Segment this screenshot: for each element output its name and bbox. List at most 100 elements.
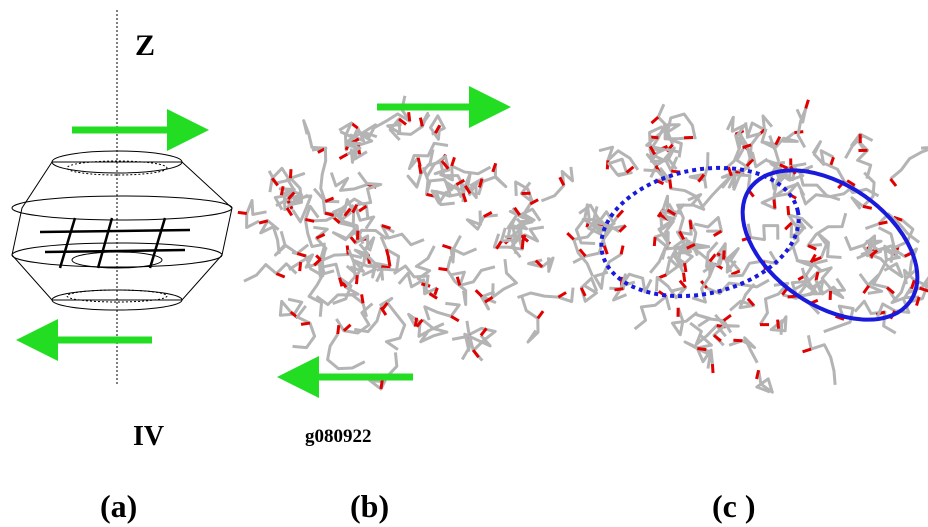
- oxygen-bond: [476, 290, 482, 296]
- oxygen-bond: [297, 253, 306, 256]
- oxygen-bond: [879, 222, 888, 224]
- bond: [244, 264, 296, 281]
- oxygen-bond: [731, 271, 739, 274]
- oxygen-bond: [276, 274, 284, 277]
- bond: [762, 129, 779, 162]
- bond: [289, 255, 320, 278]
- oxygen-bond: [788, 206, 789, 215]
- bond: [694, 217, 721, 231]
- oxygen-bond: [697, 349, 706, 350]
- barrel: [12, 151, 232, 310]
- bond: [707, 280, 769, 293]
- figure: Z IV (a) g080922 (b): [0, 0, 928, 527]
- oxygen-bond: [863, 206, 872, 208]
- oxygen-bond: [316, 234, 324, 238]
- bond: [522, 297, 538, 342]
- structure-label: IV: [133, 421, 164, 452]
- oxygen-bond: [522, 240, 523, 249]
- bond: [370, 352, 397, 389]
- oxygen-bond: [651, 117, 658, 123]
- oxygen-bond: [452, 157, 455, 166]
- oxygen-bond: [607, 160, 608, 169]
- oxygen-bond: [290, 169, 291, 178]
- oxygen-bond: [712, 364, 713, 373]
- panel-c: (c ): [567, 100, 928, 524]
- oxygen-bond: [567, 233, 573, 239]
- bond: [321, 147, 340, 202]
- oxygen-bond: [300, 262, 301, 271]
- oxygen-bond: [684, 273, 685, 282]
- oxygen-bond: [891, 179, 897, 186]
- caption: (c ): [712, 488, 756, 524]
- oxygen-bond: [418, 158, 420, 167]
- oxygen-bond: [816, 272, 818, 281]
- caption: (b): [350, 488, 389, 524]
- oxygen-bond: [359, 206, 366, 211]
- bond: [388, 119, 402, 140]
- oxygen-bond: [617, 210, 623, 217]
- oxygen-bond: [604, 246, 607, 254]
- bond: [703, 175, 732, 206]
- oxygen-bond: [654, 237, 655, 246]
- axis-label: Z: [135, 29, 155, 62]
- molecule: [567, 100, 928, 392]
- oxygen-bond: [724, 315, 731, 320]
- oxygen-bond: [558, 293, 566, 298]
- bond: [451, 236, 476, 262]
- oxygen-bond: [281, 186, 283, 195]
- bond: [635, 296, 670, 329]
- oxygen-bond: [912, 280, 915, 289]
- bond: [304, 121, 326, 150]
- bond: [891, 147, 928, 179]
- bond: [386, 303, 404, 350]
- oxygen-bond: [305, 219, 314, 221]
- bond: [813, 142, 834, 165]
- oxygen-bond: [831, 157, 834, 166]
- oxygen-bond: [301, 323, 310, 324]
- oxygen-bond: [442, 245, 451, 248]
- bond: [808, 335, 835, 385]
- oxygen-bond: [438, 269, 447, 270]
- oxygen-bond: [388, 257, 390, 266]
- oxygen-bond: [538, 311, 543, 318]
- bond: [261, 221, 279, 254]
- oxygen-bond: [710, 254, 716, 261]
- oxygen-bond: [803, 349, 812, 352]
- oxygen-bond: [338, 325, 339, 334]
- caption: (a): [100, 488, 137, 524]
- bond: [595, 254, 622, 288]
- structure-label: g080922: [305, 426, 372, 447]
- oxygen-bond: [685, 263, 686, 272]
- oxygen-bond: [690, 220, 691, 229]
- oxygen-bond: [238, 212, 247, 213]
- oxygen-bond: [774, 200, 775, 209]
- panel-b: g080922 (b): [238, 96, 573, 524]
- bond: [416, 246, 434, 286]
- bond: [493, 259, 517, 297]
- bond: [748, 224, 778, 240]
- oxygen-bond: [325, 213, 334, 215]
- oxygen-bond: [409, 112, 410, 121]
- bond: [467, 211, 497, 230]
- bond: [541, 167, 572, 201]
- bond: [247, 201, 267, 228]
- oxygen-bond: [614, 289, 623, 290]
- oxygen-bond: [420, 118, 422, 127]
- oxygen-bond: [778, 320, 779, 329]
- bond: [316, 295, 366, 317]
- molecule: [238, 96, 573, 389]
- oxygen-bond: [806, 100, 809, 109]
- bond: [672, 308, 697, 335]
- oxygen-bond: [451, 316, 459, 321]
- oxygen-bond: [381, 380, 382, 389]
- oxygen-bond: [724, 250, 725, 259]
- oxygen-bond: [347, 246, 348, 255]
- oxygen-bond: [340, 154, 348, 158]
- oxygen-bond: [670, 180, 671, 189]
- oxygen-bond: [362, 294, 363, 303]
- oxygen-bond: [621, 246, 623, 255]
- oxygen-bond: [356, 275, 357, 284]
- oxygen-bond: [757, 370, 759, 379]
- panel-a: Z IV (a): [12, 10, 232, 524]
- bond: [328, 334, 365, 368]
